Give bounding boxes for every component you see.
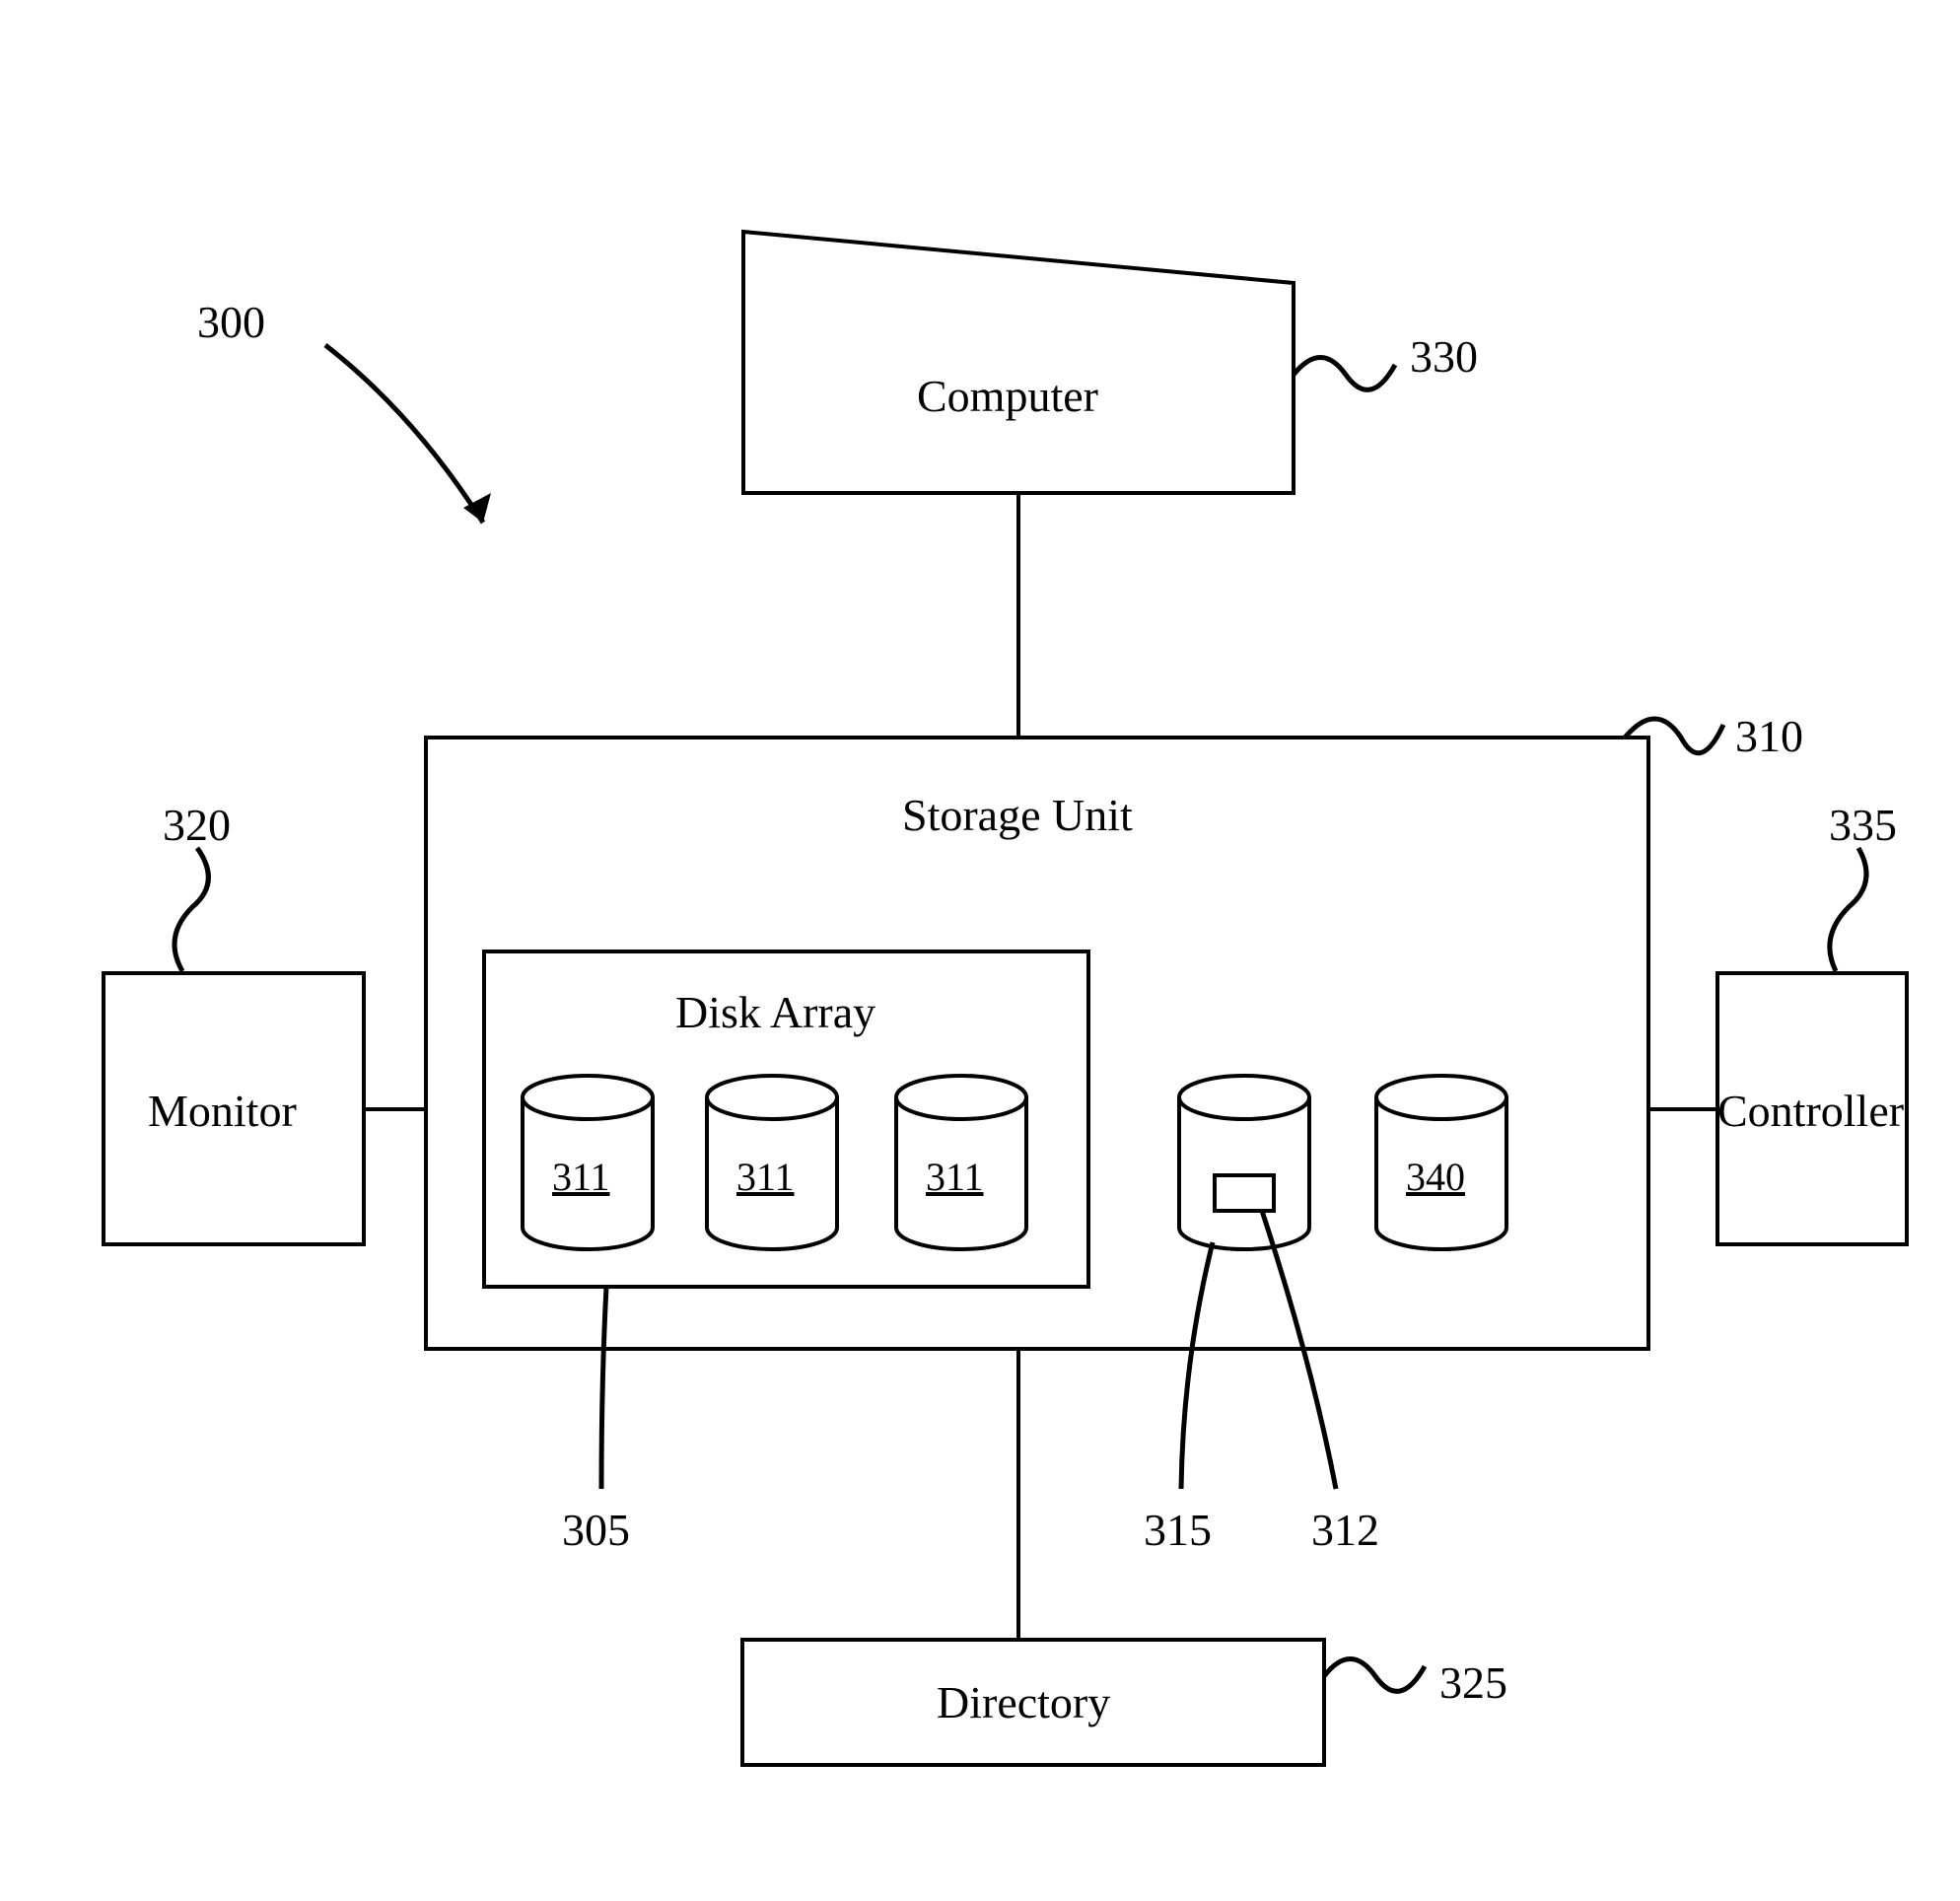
diagram-canvas: 300 Computer 330 Storage Unit 310 Monito… — [0, 0, 1960, 1901]
disk-array-label: Disk Array — [675, 986, 875, 1038]
disk-3-label: 311 — [926, 1154, 984, 1200]
ref-325: 325 — [1439, 1656, 1507, 1709]
monitor-label: Monitor — [148, 1085, 297, 1137]
ref-315: 315 — [1144, 1504, 1212, 1556]
ref-320: 320 — [163, 799, 231, 851]
storage-label: Storage Unit — [902, 789, 1133, 841]
ref-312: 312 — [1311, 1504, 1379, 1556]
ref-330: 330 — [1410, 330, 1478, 383]
leader-320 — [175, 848, 208, 971]
leader-300 — [325, 345, 483, 523]
disk-4 — [1179, 1076, 1309, 1249]
leader-330 — [1294, 358, 1395, 390]
diagram-svg — [0, 0, 1960, 1901]
ref-310: 310 — [1735, 710, 1803, 762]
computer-label: Computer — [917, 370, 1098, 422]
leader-305 — [601, 1287, 606, 1489]
computer-node — [743, 232, 1294, 493]
ref-300: 300 — [197, 296, 265, 348]
leader-335 — [1830, 848, 1866, 971]
controller-label: Controller — [1717, 1085, 1904, 1137]
disk-1-label: 311 — [552, 1154, 610, 1200]
ref-305: 305 — [562, 1504, 630, 1556]
ref-335: 335 — [1829, 799, 1897, 851]
directory-label: Directory — [937, 1676, 1110, 1728]
leader-315 — [1181, 1242, 1213, 1489]
disk-2-label: 311 — [736, 1154, 795, 1200]
disk-5-label: 340 — [1406, 1154, 1465, 1200]
leader-325 — [1324, 1659, 1425, 1692]
